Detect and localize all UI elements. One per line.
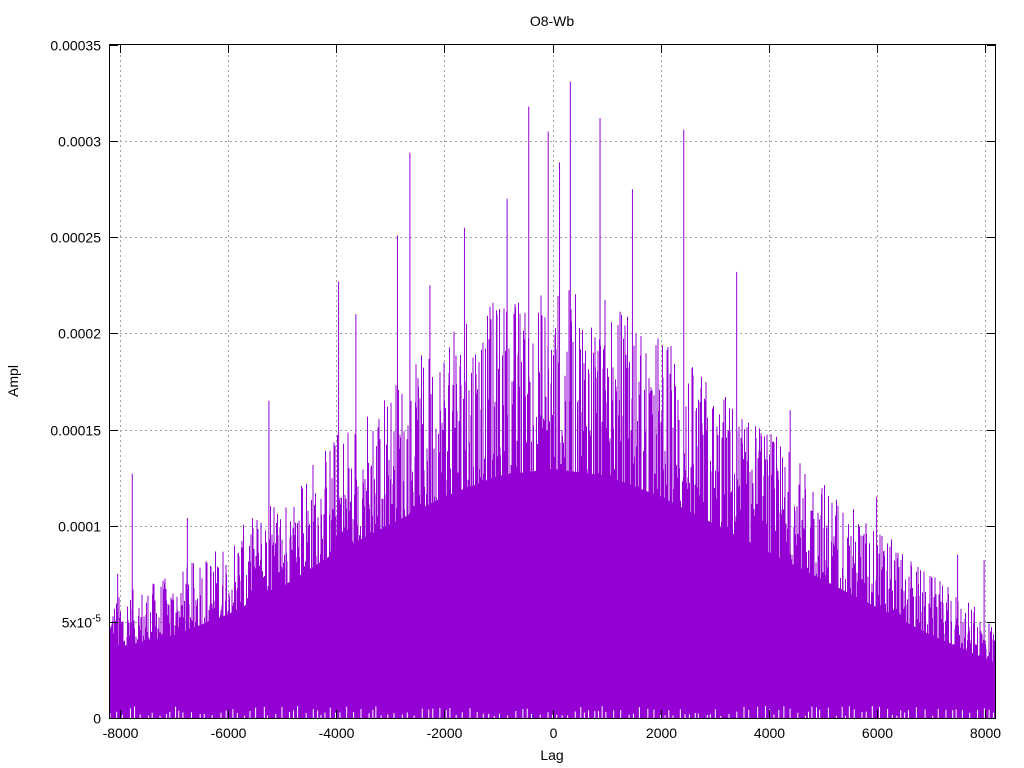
- x-tick-label: -8000: [103, 725, 139, 741]
- x-tick-label: 2000: [646, 725, 677, 741]
- x-axis-title: Lag: [540, 747, 563, 763]
- y-tick-label: 0.00035: [50, 38, 101, 54]
- y-tick-label: 0.00025: [50, 230, 101, 246]
- y-axis-title: Ampl: [5, 365, 21, 397]
- y-tick-label: 5x10-5: [62, 614, 102, 631]
- y-tick-label: 0: [93, 711, 101, 727]
- ticks-layer: [110, 45, 995, 719]
- x-tick-label: 8000: [970, 725, 1001, 741]
- tick-labels-layer: -8000 -6000 -4000 -2000 0 2000 4000 6000 8000 0 5x…: [50, 38, 1001, 742]
- x-tick-label: -6000: [211, 725, 247, 741]
- y-tick-label: 0.0003: [58, 134, 101, 150]
- x-tick-label: 4000: [754, 725, 785, 741]
- bars-layer: [109, 81, 996, 718]
- y-tick-label: 0.0001: [58, 519, 101, 535]
- series-bars: [109, 81, 996, 718]
- chart-title: O8-Wb: [530, 13, 575, 29]
- y-tick-label: 0.0002: [58, 326, 101, 342]
- x-tick-label: 0: [550, 725, 558, 741]
- x-tick-label: -2000: [427, 725, 463, 741]
- y-tick-label: 0.00015: [50, 423, 101, 439]
- x-tick-label: 6000: [862, 725, 893, 741]
- x-tick-label: -4000: [319, 725, 355, 741]
- plot-frame: [109, 44, 996, 719]
